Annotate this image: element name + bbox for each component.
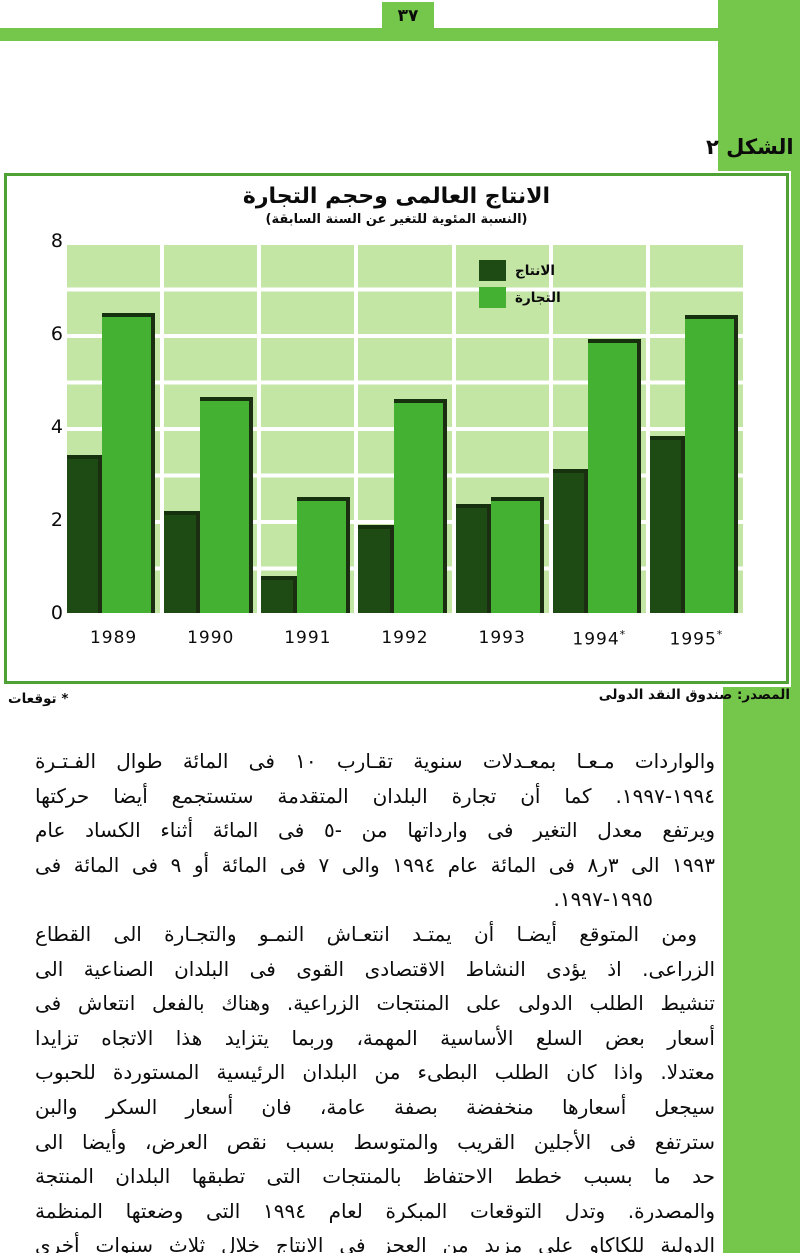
x-label: 1990: [187, 628, 235, 648]
x-label: 1995*: [669, 628, 724, 650]
top-rule-bar: [0, 28, 800, 41]
legend-row: الانتاج: [479, 260, 561, 281]
body-line: سيجعل أسعارها منخفضة بصفة عامة، فان أسعا…: [35, 1094, 715, 1119]
page-number-tab: ٣٧: [382, 2, 434, 29]
body-line: ١٩٩٤-١٩٩٧. كما أن تجارة البلدان المتقدمة…: [35, 783, 715, 808]
plot-area: الانتاج التجارة: [67, 241, 743, 613]
y-tick: 6: [50, 323, 63, 345]
body-line: ويرتفع معدل التغير فى وارداتها من -٥ فى …: [35, 818, 715, 843]
x-label: 1989: [89, 628, 138, 648]
trade-bar-1989: [102, 313, 156, 613]
body-line: سترتفع فى الأجلين القريب والمتوسط بسبب ن…: [35, 1129, 715, 1154]
year-group-1993: [451, 241, 549, 613]
body-line: والواردات مـعـا بمعـدلات سنوية تقـارب ١٠…: [35, 749, 715, 773]
sidebar-strip-mid: [791, 171, 800, 687]
y-tick: 4: [50, 416, 63, 438]
trade-bar-1995: [685, 315, 739, 613]
body-line: حد ما بسبب خطط الاحتفاظ بالمنتجات التى ت…: [35, 1164, 715, 1189]
chart-subtitle: (النسبة المئوية للتغير عن السنة السابقة): [265, 212, 528, 227]
production-bar-1993: [455, 503, 491, 613]
y-tick: 2: [50, 509, 63, 531]
chart-title: الانتاج العالمى وحجم التجارة: [242, 184, 551, 209]
chart-legend: الانتاج التجارة: [479, 260, 561, 308]
production-bar-1994: [552, 468, 589, 613]
legend-label: الانتاج: [515, 262, 556, 279]
trade-bar-1992: [393, 399, 447, 613]
trade-bar-1994: [588, 338, 642, 613]
chart-source: المصدر: صندوق النقد الدولى: [598, 687, 790, 703]
body-line: الدولية للكاكاو على مزيد من العجز فى الا…: [35, 1233, 715, 1253]
body-line: الزراعى. اذ يؤدى النشاط الاقتصادى القوى …: [35, 956, 715, 981]
year-group-1991: [257, 241, 354, 613]
body-line: ومن المتوقع أيضـا أن يمتـد انتعـاش النمـ…: [35, 921, 697, 946]
body-line: ١٩٩٣ الى ٣ر٨ فى المائة عام ١٩٩٤ والى ٧ ف…: [35, 852, 715, 877]
figure-2-chart: الانتاج العالمى وحجم التجارة (النسبة الم…: [4, 173, 789, 684]
body-line: ١٩٩٥-١٩٩٧.: [553, 887, 653, 912]
forecast-footnote: * توقعات: [8, 691, 69, 707]
x-label: 1993: [478, 628, 526, 648]
trade-bar-1993: [490, 496, 545, 613]
production-bar-1989: [67, 454, 103, 613]
production-bar-1990: [164, 510, 200, 613]
legend-swatch: [479, 287, 506, 308]
production-bar-1992: [358, 524, 394, 613]
year-group-1994: [548, 241, 646, 613]
page-number: ٣٧: [397, 5, 419, 26]
x-label: 1991: [284, 628, 332, 648]
production-bar-1991: [261, 575, 297, 613]
production-bar-1995: [649, 436, 686, 613]
legend-label: التجارة: [515, 289, 561, 306]
body-text: والواردات مـعـا بمعـدلات سنوية تقـارب ١٠…: [35, 744, 715, 1253]
x-label: 1992: [381, 628, 429, 648]
x-axis-labels: 1989 1990 1991 1992 1993 1994* 1995*: [67, 628, 743, 650]
year-group-1989: [67, 241, 160, 613]
y-tick: 8: [50, 230, 63, 252]
year-group-1992: [354, 241, 451, 613]
figure-sidebar-top: [718, 0, 800, 171]
trade-bar-1991: [296, 496, 350, 613]
body-line: والمصدرة. وتدل التوقعات المبكرة لعام ١٩٩…: [35, 1198, 715, 1223]
body-line: معتدلا. واذا كان الطلب البطىء من البلدان…: [35, 1060, 715, 1085]
legend-row: التجارة: [479, 287, 561, 308]
y-tick: 0: [50, 602, 63, 624]
body-line: تنشيط الطلب الدولى على المنتجات الزراعية…: [35, 991, 715, 1016]
year-group-1995: [645, 241, 743, 613]
trade-bar-1990: [199, 396, 253, 613]
year-group-1990: [160, 241, 257, 613]
sidebar-strip-bottom: [723, 687, 800, 1253]
legend-swatch: [479, 260, 506, 281]
figure-label: الشكل ٢: [706, 135, 794, 159]
body-line: أسعار بعض السلع الأساسية المهمة، وربما ي…: [35, 1025, 715, 1050]
x-label: 1994*: [572, 628, 627, 650]
